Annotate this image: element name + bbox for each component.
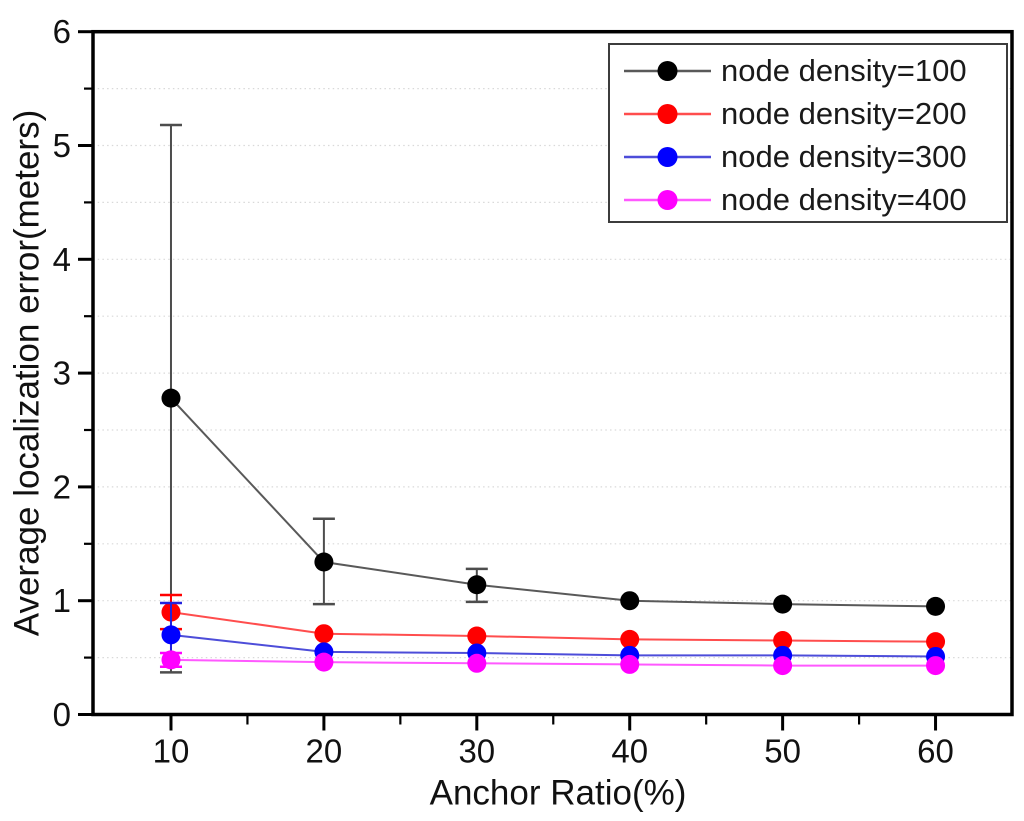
legend-marker-icon <box>624 104 711 125</box>
svg-text:6: 6 <box>53 13 71 50</box>
svg-text:5: 5 <box>53 127 71 164</box>
legend-item-label: node density=200 <box>721 96 967 132</box>
x-axis-title: Anchor Ratio(%) <box>429 773 687 813</box>
svg-text:50: 50 <box>764 733 801 770</box>
legend-marker-icon <box>624 61 711 82</box>
svg-text:30: 30 <box>458 733 495 770</box>
svg-text:20: 20 <box>306 733 343 770</box>
series-node-density-100 <box>159 123 946 674</box>
svg-text:3: 3 <box>53 355 71 392</box>
svg-text:60: 60 <box>917 733 954 770</box>
legend-item-label: node density=300 <box>721 138 967 174</box>
legend: node density=100 node density=200 node d… <box>608 43 1008 223</box>
legend-item-label: node density=100 <box>721 53 967 89</box>
legend-item: node density=400 <box>610 178 1006 221</box>
legend-item: node density=300 <box>610 136 1006 179</box>
svg-text:40: 40 <box>611 733 648 770</box>
y-axis-title: Average localization error(meters) <box>7 109 47 637</box>
legend-marker-icon <box>624 189 711 210</box>
legend-item-label: node density=400 <box>721 181 967 217</box>
legend-item: node density=100 <box>610 50 1006 93</box>
legend-item: node density=200 <box>610 93 1006 136</box>
svg-text:1: 1 <box>53 582 71 619</box>
svg-text:0: 0 <box>53 696 71 733</box>
legend-marker-icon <box>624 146 711 167</box>
svg-text:10: 10 <box>153 733 190 770</box>
series-node-density-400 <box>159 650 946 676</box>
svg-text:4: 4 <box>53 241 71 278</box>
svg-text:2: 2 <box>53 468 71 505</box>
series-node-density-200 <box>159 593 946 652</box>
